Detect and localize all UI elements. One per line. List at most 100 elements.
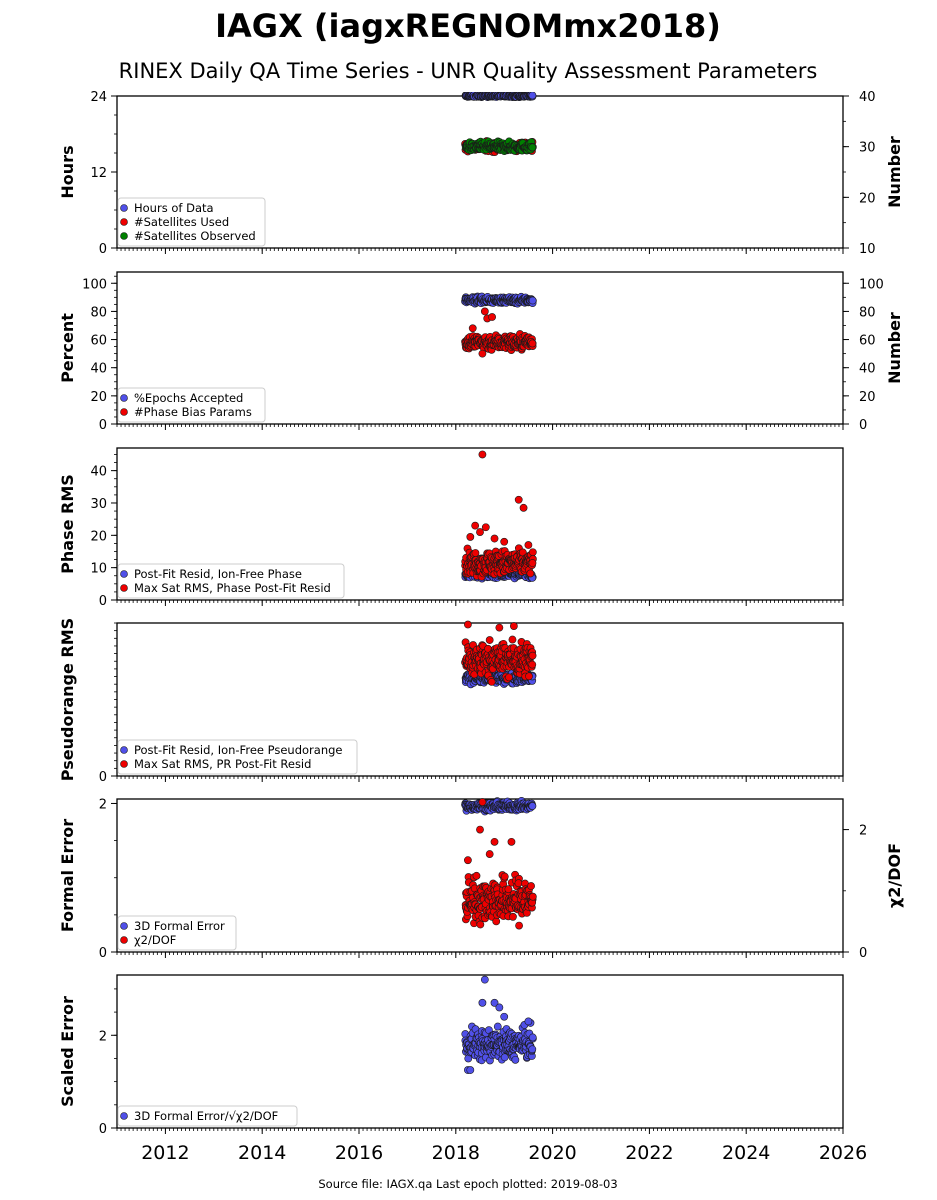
legend-marker — [120, 760, 128, 768]
data-point — [500, 872, 509, 881]
y-axis-label: Pseudorange RMS — [58, 618, 77, 781]
data-point — [500, 537, 509, 546]
x-tick-label: 2018 — [432, 1142, 480, 1164]
y2-tick-label: 40 — [859, 362, 876, 377]
data-point — [526, 569, 535, 578]
y-tick-label: 0 — [99, 594, 107, 609]
data-point — [528, 548, 537, 557]
data-point — [504, 885, 513, 894]
legend-marker — [120, 936, 128, 944]
data-point — [528, 1045, 537, 1054]
data-points — [461, 620, 537, 689]
y2-tick-label: 20 — [859, 191, 876, 206]
y2-tick-label: 10 — [859, 242, 876, 257]
data-point — [487, 678, 496, 686]
y-tick-label: 12 — [90, 166, 107, 181]
chart-panel: 0 Pseudorange RMS Post-Fit Resid, Ion-Free… — [58, 618, 844, 785]
data-point — [514, 879, 523, 888]
y-tick-label: 0 — [99, 242, 107, 257]
legend-label: 3D Formal Error — [134, 919, 225, 933]
legend-marker — [120, 394, 128, 402]
data-point — [500, 1012, 509, 1021]
y-tick-label: 40 — [90, 362, 107, 377]
data-point — [528, 143, 537, 152]
data-point — [528, 559, 537, 567]
data-point — [476, 528, 484, 536]
data-point — [476, 825, 484, 834]
data-point — [505, 673, 513, 682]
data-point — [480, 307, 489, 316]
y-tick-label: 20 — [90, 529, 107, 544]
data-point — [472, 871, 481, 880]
x-tick-label: 2012 — [141, 1142, 189, 1164]
data-point — [466, 533, 475, 541]
data-point — [481, 523, 490, 532]
y-tick-label: 100 — [82, 277, 107, 292]
y-tick-label: 30 — [90, 497, 107, 512]
data-point — [478, 349, 487, 358]
data-point — [463, 620, 472, 629]
y2-axis-label: χ2/DOF — [885, 843, 904, 908]
legend-label: #Phase Bias Params — [134, 405, 252, 419]
data-point — [488, 313, 496, 321]
legend-marker — [120, 408, 128, 416]
data-point — [528, 339, 537, 348]
figure-footer: Source file: IAGX.qa Last epoch plotted:… — [318, 1177, 617, 1191]
legend-box — [117, 1105, 298, 1127]
legend-label: χ2/DOF — [134, 933, 176, 947]
legend-label: 3D Formal Error/√χ2/DOF — [134, 1109, 278, 1123]
legend-label: Max Sat RMS, Phase Post-Fit Resid — [134, 581, 331, 595]
figure-title: IAGX (iagxREGNOMmx2018) — [215, 7, 721, 45]
legend-box — [117, 563, 345, 599]
data-point — [528, 660, 537, 669]
data-point — [528, 802, 537, 810]
y2-tick-label: 2 — [859, 824, 867, 839]
y-axis-label: Percent — [58, 313, 77, 383]
legend-box — [117, 915, 237, 951]
y-tick-label: 24 — [90, 90, 107, 105]
y-axis-label: Scaled Error — [58, 996, 77, 1107]
y-tick-label: 0 — [99, 1122, 107, 1137]
y2-tick-label: 40 — [859, 90, 876, 105]
data-point — [478, 998, 487, 1007]
data-point — [492, 917, 501, 926]
chart-panel: 0 10 20 30 40 Phase RMS Post-Fit Resid, Ion-Fr… — [58, 447, 844, 609]
legend-box — [117, 197, 266, 247]
legend: Post-Fit Resid, Ion-Free PseudorangeMax … — [117, 739, 358, 775]
data-point — [471, 521, 480, 530]
data-point — [495, 623, 504, 632]
legend: %Epochs Accepted#Phase Bias Params — [117, 387, 266, 423]
legend-label: Post-Fit Resid, Ion-Free Phase — [134, 567, 302, 581]
data-point — [495, 1003, 504, 1012]
data-points — [461, 92, 537, 156]
data-points — [461, 450, 537, 583]
data-point — [528, 892, 537, 901]
figure-subtitle: RINEX Daily QA Time Series - UNR Quality… — [119, 59, 818, 83]
y2-tick-label: 20 — [859, 390, 876, 405]
y2-axis-label: Number — [885, 136, 904, 208]
y-tick-label: 10 — [90, 562, 107, 577]
data-point — [476, 920, 485, 929]
data-point — [514, 495, 523, 504]
data-point — [528, 651, 537, 660]
data-point — [528, 92, 537, 100]
data-point — [490, 998, 499, 1007]
x-tick-label: 2016 — [335, 1142, 383, 1164]
data-point — [527, 882, 535, 890]
legend-box — [117, 739, 358, 775]
data-points — [461, 796, 537, 930]
x-tick-label: 2022 — [625, 1142, 673, 1164]
legend-label: Post-Fit Resid, Ion-Free Pseudorange — [134, 743, 342, 757]
data-point — [485, 850, 494, 858]
data-point — [511, 1055, 520, 1064]
data-points — [461, 975, 537, 1074]
legend-marker — [120, 204, 128, 212]
data-point — [478, 798, 487, 806]
legend-marker — [120, 746, 128, 754]
chart-panel: 0 20 40 60 80 100 Percent 0 20 40 60 80 100 Number %Ep… — [58, 271, 904, 433]
data-point — [500, 1053, 509, 1062]
